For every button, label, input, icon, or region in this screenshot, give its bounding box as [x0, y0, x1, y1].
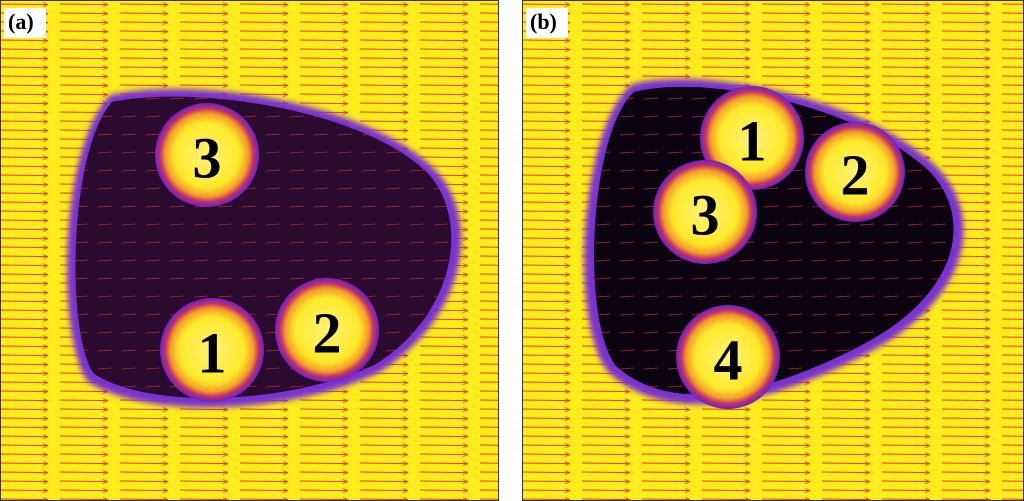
particle-label: 1 — [738, 109, 767, 174]
particle — [676, 305, 780, 409]
particle-label: 3 — [691, 183, 720, 248]
panel-a: 3 1 2 (a) — [0, 0, 499, 501]
particle-label: 2 — [313, 301, 342, 366]
label-box — [526, 8, 568, 38]
particle — [155, 103, 259, 207]
particle-label: 3 — [193, 126, 222, 191]
particle-label: 1 — [198, 321, 227, 386]
particle — [700, 86, 804, 190]
particle-label: 4 — [714, 328, 743, 393]
particle — [160, 298, 264, 402]
panel-label: (b) — [530, 9, 557, 34]
panel-b: 1 2 3 4 (b) — [522, 0, 1024, 501]
particle-label: 2 — [841, 143, 870, 208]
particle — [805, 122, 905, 222]
particle — [653, 160, 757, 264]
particle — [275, 278, 379, 382]
label-box — [4, 8, 46, 38]
panel-label: (a) — [8, 9, 34, 34]
